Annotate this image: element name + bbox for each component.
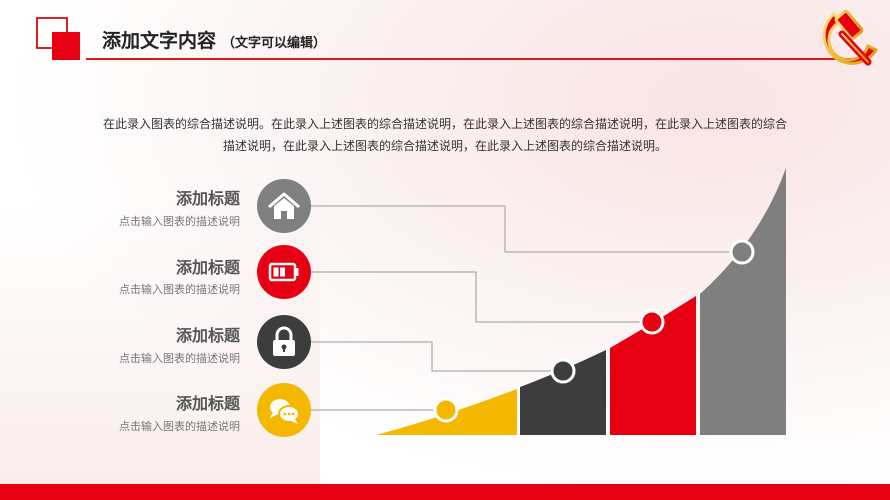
segment-gray	[700, 168, 786, 435]
item-title-1: 添加标题	[175, 189, 240, 208]
connector-line-3	[311, 341, 563, 372]
item-circle-4	[257, 383, 311, 437]
chart-description: 在此录入图表的综合描述说明。在此录入上述图表的综合描述说明，在此录入上述图表的综…	[102, 117, 787, 153]
home-icon	[268, 192, 300, 219]
page-subtitle: （文字可以编辑）	[222, 36, 327, 51]
marker-3	[550, 358, 576, 384]
item-circle-3	[257, 315, 311, 369]
page-title: 添加文字内容 （文字可以编辑）	[102, 26, 326, 53]
header-square-filled	[52, 32, 80, 60]
item-desc-1: 点击输入图表的描述说明	[119, 215, 240, 228]
footer-bar	[0, 484, 890, 500]
page-title-text: 添加文字内容	[102, 30, 217, 52]
chat-icon	[270, 399, 300, 424]
item-desc-4: 点击输入图表的描述说明	[119, 420, 240, 433]
connector-line-2	[311, 271, 652, 323]
marker-1	[729, 239, 755, 265]
header-divider	[86, 58, 864, 60]
marker-2	[639, 309, 665, 335]
segment-yellow	[376, 389, 517, 435]
item-title-2: 添加标题	[175, 258, 240, 277]
battery-icon	[268, 262, 299, 282]
lock-icon	[273, 326, 295, 356]
item-title-3: 添加标题	[175, 326, 240, 345]
segment-dark	[520, 350, 606, 435]
hammer-sickle-emblem-icon	[822, 9, 879, 66]
item-title-4: 添加标题	[175, 394, 240, 413]
connector-line-1	[311, 205, 742, 253]
item-desc-2: 点击输入图表的描述说明	[119, 283, 240, 296]
item-desc-3: 点击输入图表的描述说明	[119, 352, 240, 365]
item-circle-2	[257, 245, 311, 299]
item-circle-1	[257, 179, 311, 233]
marker-4	[433, 397, 459, 423]
segment-red	[610, 296, 696, 435]
